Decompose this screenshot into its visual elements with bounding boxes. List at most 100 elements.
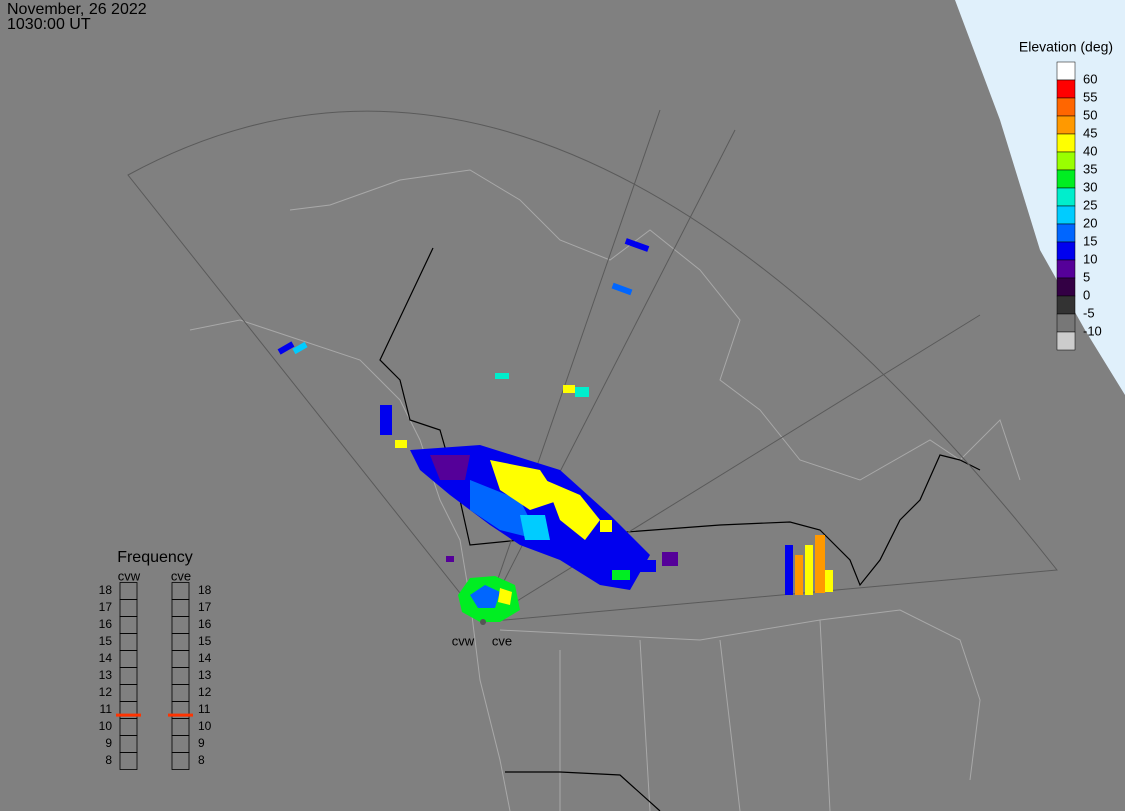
frequency-tick-label: 12 bbox=[99, 685, 113, 699]
echo-cell bbox=[785, 545, 793, 595]
colorbar-label: 10 bbox=[1083, 251, 1097, 266]
radar-name: cvw bbox=[118, 568, 141, 583]
frequency-tick-label: 15 bbox=[198, 634, 212, 648]
radar-fov bbox=[127, 109, 1058, 623]
colorbar-swatch bbox=[1056, 277, 1076, 297]
colorbar-label: -5 bbox=[1083, 305, 1095, 320]
echo-cell bbox=[495, 373, 509, 379]
colorbar-label: 30 bbox=[1083, 179, 1097, 194]
frequency-tick-label: 11 bbox=[198, 702, 211, 716]
frequency-tick-label: 18 bbox=[99, 583, 113, 597]
echo-cell bbox=[292, 341, 308, 355]
echo-cell bbox=[612, 570, 630, 580]
colorbar-swatch bbox=[1056, 133, 1076, 153]
frequency-cell bbox=[119, 752, 138, 770]
colorbar-label: 0 bbox=[1083, 287, 1090, 302]
frequency-title: Frequency bbox=[117, 549, 193, 566]
colorbar-swatch bbox=[1056, 259, 1076, 279]
echo-cell bbox=[825, 570, 833, 592]
colorbar-title: Elevation (deg) bbox=[1019, 39, 1113, 55]
colorbar-swatch bbox=[1056, 187, 1076, 207]
echo-cell bbox=[395, 440, 407, 448]
radar-label: cvw bbox=[452, 633, 475, 648]
frequency-tick-label: 9 bbox=[198, 736, 205, 750]
frequency-tick-label: 12 bbox=[198, 685, 212, 699]
daylight-area bbox=[955, 0, 1125, 395]
frequency-tick-label: 11 bbox=[100, 702, 113, 716]
radar-label: cve bbox=[492, 633, 512, 648]
colorbar-swatch bbox=[1056, 205, 1076, 225]
echo-cell bbox=[380, 405, 392, 435]
colorbar-swatch bbox=[1056, 97, 1076, 117]
echo-cell bbox=[563, 385, 575, 393]
echo-cell bbox=[600, 520, 612, 532]
colorbar-swatch bbox=[1056, 331, 1076, 351]
colorbar-label: 5 bbox=[1083, 269, 1090, 284]
echo-cells bbox=[277, 238, 833, 622]
echo-cell bbox=[498, 588, 512, 605]
colorbar-label: 55 bbox=[1083, 89, 1097, 104]
frequency-marker bbox=[168, 713, 193, 717]
colorbar-swatch bbox=[1056, 115, 1076, 135]
frequency-cell bbox=[171, 752, 190, 770]
echo-cell bbox=[490, 460, 560, 510]
colorbar-swatch bbox=[1056, 241, 1076, 261]
echo-cell bbox=[575, 387, 589, 397]
frequency-tick-label: 17 bbox=[99, 600, 113, 614]
echo-cell bbox=[815, 535, 825, 593]
country-border bbox=[379, 247, 981, 587]
echo-cell bbox=[545, 480, 600, 540]
frequency-tick-label: 16 bbox=[99, 617, 113, 631]
echo-cell bbox=[795, 555, 803, 595]
frequency-tick-label: 10 bbox=[99, 719, 113, 733]
frequency-tick-label: 16 bbox=[198, 617, 212, 631]
coastline bbox=[289, 169, 1021, 481]
echo-cell bbox=[805, 545, 813, 595]
colorbar-label: 25 bbox=[1083, 197, 1097, 212]
colorbar-swatch bbox=[1056, 295, 1076, 315]
colorbar-swatch bbox=[1056, 151, 1076, 171]
frequency-tick-label: 15 bbox=[99, 634, 113, 648]
frequency-tick-label: 13 bbox=[198, 668, 212, 682]
colorbar-label: -10 bbox=[1083, 323, 1102, 338]
state-lines bbox=[499, 609, 981, 811]
echo-cell bbox=[624, 238, 650, 252]
colorbar-label: 20 bbox=[1083, 215, 1097, 230]
frequency-marker bbox=[116, 713, 141, 717]
frequency-tick-label: 8 bbox=[105, 753, 112, 767]
frequency-tick-label: 14 bbox=[198, 651, 212, 665]
country-border bbox=[505, 771, 661, 811]
echo-cell bbox=[520, 515, 550, 540]
radar-name: cve bbox=[171, 568, 191, 583]
echo-cell bbox=[662, 552, 678, 566]
time: 1030:00 UT bbox=[7, 16, 91, 33]
echo-cell bbox=[277, 341, 295, 355]
colorbar-label: 40 bbox=[1083, 143, 1097, 158]
colorbar-swatch bbox=[1056, 79, 1076, 99]
frequency-tick-label: 17 bbox=[198, 600, 212, 614]
frequency-tick-label: 8 bbox=[198, 753, 205, 767]
frequency-tick-label: 13 bbox=[99, 668, 113, 682]
echo-cell bbox=[430, 455, 470, 480]
colorbar-swatch bbox=[1056, 223, 1076, 243]
colorbar-label: 60 bbox=[1083, 71, 1097, 86]
radar-site bbox=[480, 619, 486, 625]
frequency-tick-label: 9 bbox=[105, 736, 112, 750]
colorbar-label: 15 bbox=[1083, 233, 1097, 248]
frequency-tick-label: 18 bbox=[198, 583, 212, 597]
echo-cell bbox=[640, 560, 656, 572]
frequency-tick-label: 10 bbox=[198, 719, 212, 733]
frequency-tick-label: 14 bbox=[99, 651, 113, 665]
colorbar-label: 45 bbox=[1083, 125, 1097, 140]
colorbar-swatch bbox=[1056, 169, 1076, 189]
echo-cell bbox=[470, 585, 500, 608]
echo-cell bbox=[611, 282, 633, 296]
echo-cell bbox=[446, 556, 454, 562]
colorbar-swatch bbox=[1056, 61, 1076, 81]
colorbar-label: 50 bbox=[1083, 107, 1097, 122]
date: November, 26 2022 bbox=[7, 1, 147, 18]
colorbar-swatch bbox=[1056, 313, 1076, 333]
